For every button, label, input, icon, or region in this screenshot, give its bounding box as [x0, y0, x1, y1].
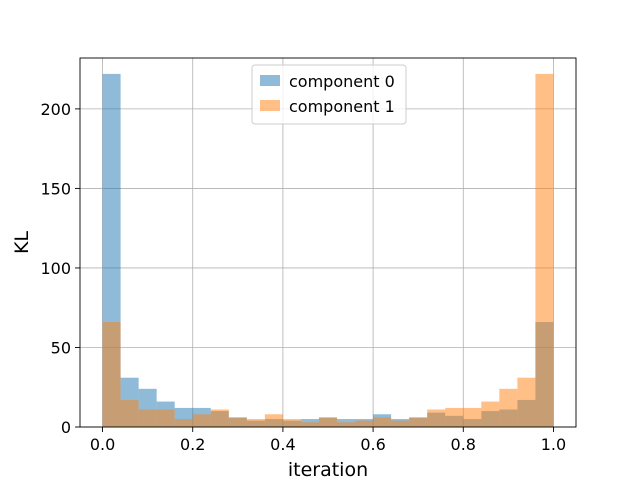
histogram-bar-series-1 — [138, 409, 157, 427]
histogram-bar-series-1 — [246, 419, 265, 427]
histogram-bar-series-1 — [391, 420, 410, 427]
histogram-bar-series-1 — [337, 422, 356, 427]
histogram-bar-series-1 — [192, 414, 211, 427]
histogram-bar-series-1 — [499, 388, 518, 427]
y-axis-label: KL — [11, 231, 33, 254]
histogram-bar-series-1 — [481, 401, 500, 427]
histogram-bar-series-1 — [120, 399, 139, 427]
histogram-bar-series-1 — [535, 73, 554, 427]
histogram-bars — [102, 73, 554, 427]
legend-box — [251, 64, 407, 125]
y-axis-ticks: 0 50 100 150 200 — [40, 100, 80, 437]
legend-label: component 1 — [289, 97, 395, 116]
histogram-bar-series-1 — [463, 407, 482, 427]
x-axis-label: iteration — [288, 459, 368, 480]
y-tick-label: 0 — [61, 418, 71, 437]
legend-label: component 0 — [289, 72, 395, 91]
x-tick-label: 0.6 — [360, 435, 385, 454]
x-tick-label: 0.8 — [451, 435, 476, 454]
histogram-bar-series-1 — [174, 419, 193, 427]
y-tick-label: 150 — [40, 179, 71, 198]
plot-frame — [79, 57, 577, 428]
histogram-bar-series-1 — [210, 409, 229, 427]
x-tick-label: 1.0 — [541, 435, 566, 454]
legend-swatch — [260, 75, 280, 86]
histogram-bar-series-1 — [282, 419, 301, 427]
histogram-bar-series-1 — [355, 420, 374, 427]
y-tick-label: 200 — [40, 100, 71, 119]
histogram-bar-series-1 — [517, 377, 536, 427]
histogram-bar-series-1 — [318, 417, 338, 427]
histogram-bar-series-1 — [445, 407, 464, 427]
histogram-bar-series-1 — [300, 422, 319, 427]
histogram-bar-series-1 — [102, 322, 121, 427]
legend-swatch — [260, 100, 280, 111]
y-tick-label: 50 — [51, 338, 71, 357]
histogram-bar-series-1 — [264, 414, 283, 427]
legend: component 0 component 1 — [251, 64, 407, 125]
x-tick-label: 0.0 — [90, 435, 115, 454]
y-tick-label: 100 — [40, 259, 71, 278]
histogram-bar-series-1 — [373, 417, 392, 427]
x-tick-label: 0.4 — [270, 435, 295, 454]
x-tick-label: 0.2 — [180, 435, 205, 454]
histogram-bar-series-1 — [156, 409, 175, 427]
histogram-bar-series-1 — [427, 409, 446, 427]
histogram-bar-series-1 — [409, 417, 428, 427]
x-axis-ticks: 0.0 0.2 0.4 0.6 0.8 1.0 — [90, 427, 566, 454]
histogram-bar-series-1 — [228, 417, 247, 427]
